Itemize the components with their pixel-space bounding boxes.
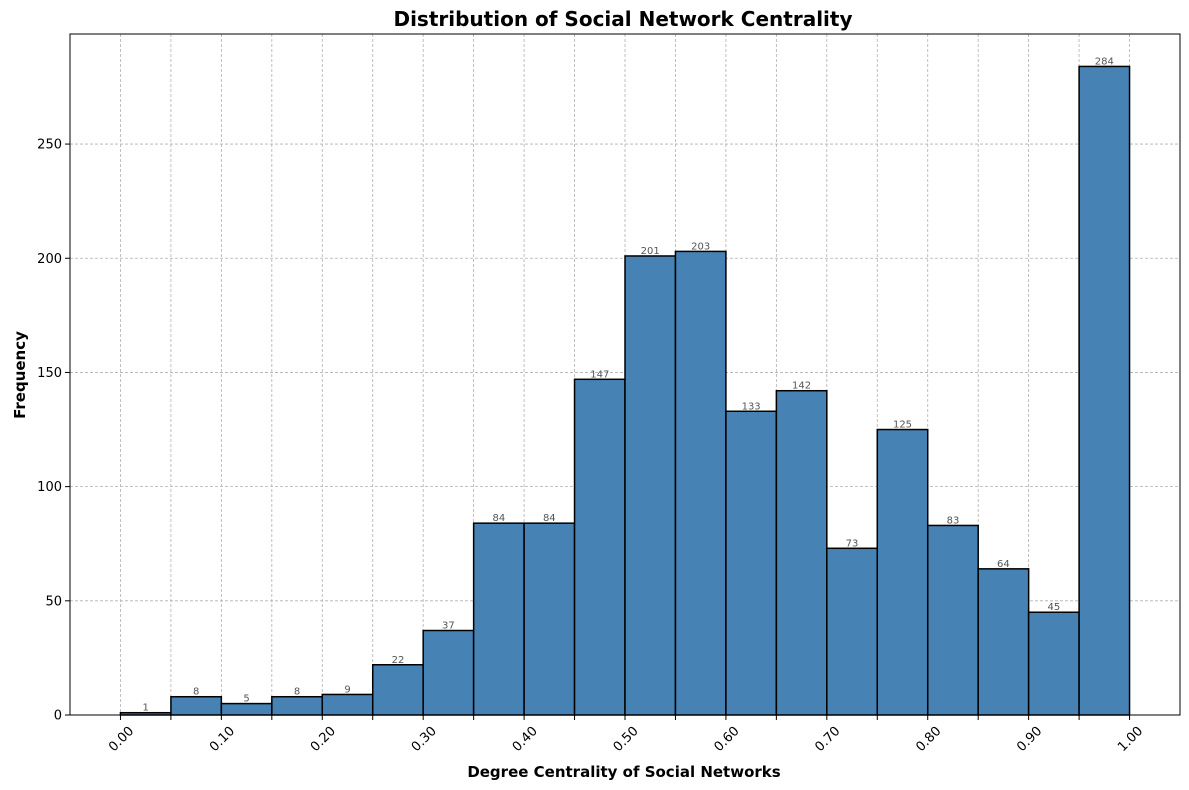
histogram-bar — [827, 548, 877, 715]
bar-value-label: 8 — [294, 687, 300, 698]
bar-value-label: 125 — [893, 420, 912, 431]
x-tick-label: 0.40 — [510, 724, 541, 755]
histogram-bar — [575, 379, 625, 715]
bar-value-label: 73 — [846, 538, 859, 549]
y-tick-label: 150 — [37, 366, 62, 381]
y-axis-label: Frequency — [11, 331, 29, 419]
bar-value-label: 9 — [344, 684, 350, 695]
bar-value-label: 147 — [590, 369, 609, 380]
x-tick-label: 1.00 — [1115, 724, 1146, 755]
histogram-bar — [272, 697, 322, 715]
histogram-bar — [928, 525, 978, 715]
histogram-bar — [675, 251, 725, 715]
bar-value-label: 84 — [543, 513, 556, 524]
histogram-bar — [978, 569, 1028, 715]
x-tick-label: 0.80 — [913, 724, 944, 755]
x-tick-label: 0.20 — [308, 724, 339, 755]
bar-value-label: 284 — [1095, 56, 1114, 67]
bar-value-label: 133 — [742, 401, 761, 412]
bar-value-label: 1 — [142, 703, 148, 714]
x-axis-ticks: 0.00 0.10 0.20 0.30 0.40 0.50 0.60 0.70 0.80 0.90… — [106, 715, 1146, 755]
bar-value-label: 83 — [947, 515, 960, 526]
histogram-bar — [221, 704, 271, 715]
bar-value-label: 22 — [392, 655, 405, 666]
bar-value-label: 84 — [492, 513, 505, 524]
histogram-bar — [474, 523, 524, 715]
bar-value-label: 37 — [442, 621, 455, 632]
x-tick-label: 0.10 — [207, 724, 238, 755]
x-tick-label: 0.90 — [1014, 724, 1045, 755]
x-tick-label: 0.30 — [409, 724, 440, 755]
bar-value-label: 142 — [792, 381, 811, 392]
histogram-bar — [1079, 66, 1129, 715]
histogram-bar — [726, 411, 776, 715]
histogram-bar — [322, 694, 372, 715]
histogram-bar — [423, 631, 473, 715]
bar-value-label: 5 — [243, 694, 249, 705]
histogram-bar — [625, 256, 675, 715]
y-tick-label: 250 — [37, 138, 62, 153]
x-tick-label: 0.50 — [611, 724, 642, 755]
histogram-bar — [877, 430, 927, 715]
bar-value-label: 45 — [1047, 602, 1060, 613]
histogram-bar — [524, 523, 574, 715]
histogram-bar — [373, 665, 423, 715]
bar-value-label: 8 — [193, 687, 199, 698]
histogram-bar — [171, 697, 221, 715]
y-tick-label: 50 — [45, 594, 62, 609]
x-axis-label: Degree Centrality of Social Networks — [467, 763, 780, 781]
histogram-bar — [776, 391, 826, 715]
chart-title: Distribution of Social Network Centralit… — [393, 7, 852, 31]
x-tick-label: 0.70 — [812, 724, 843, 755]
bar-value-label: 201 — [641, 246, 660, 257]
y-axis-ticks: 0 50 100 150 200 250 — [37, 138, 70, 724]
y-tick-label: 100 — [37, 480, 62, 495]
histogram-bar — [1029, 612, 1079, 715]
bar-value-label: 203 — [691, 241, 710, 252]
y-tick-label: 0 — [54, 709, 62, 724]
y-tick-label: 200 — [37, 252, 62, 267]
bar-value-label: 64 — [997, 559, 1010, 570]
x-tick-label: 0.00 — [106, 724, 137, 755]
x-tick-label: 0.60 — [711, 724, 742, 755]
